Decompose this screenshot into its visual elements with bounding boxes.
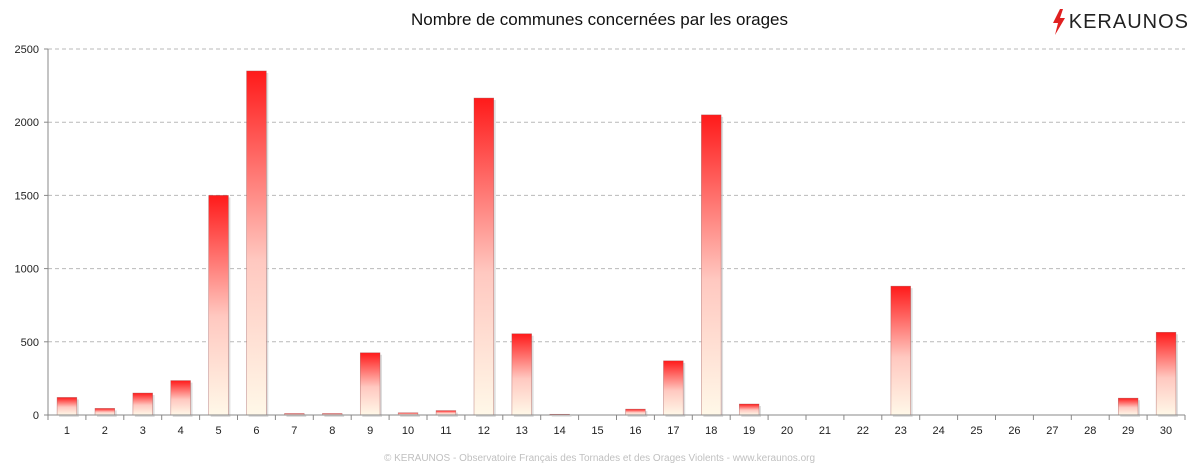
bar-day-19 — [738, 403, 760, 416]
x-tick-label: 10 — [402, 425, 414, 437]
y-tick-label: 2500 — [15, 44, 39, 56]
x-tick-label: 13 — [516, 425, 528, 437]
x-tick-label: 26 — [1008, 425, 1020, 437]
y-tick-label: 1000 — [15, 264, 39, 276]
x-tick-label: 6 — [253, 425, 259, 437]
bar-day-9 — [359, 352, 381, 416]
x-tick-label: 7 — [291, 425, 297, 437]
y-tick-label: 2000 — [15, 117, 39, 129]
x-tick-label: 20 — [781, 425, 793, 437]
x-tick-label: 24 — [933, 425, 945, 437]
x-tick-label: 22 — [857, 425, 869, 437]
bar-day-11 — [435, 410, 457, 416]
chart-title: Nombre de communes concernées par les or… — [410, 10, 789, 29]
bar-day-4 — [170, 380, 191, 416]
bar-shadow — [324, 415, 345, 417]
x-tick-label: 27 — [1046, 425, 1058, 437]
x-tick-label: 5 — [215, 425, 221, 437]
x-tick-label: 16 — [629, 425, 641, 437]
bar-shadow — [286, 415, 307, 417]
lightning-bolt-icon — [1052, 9, 1065, 35]
bar-day-30 — [1155, 331, 1177, 416]
bars — [56, 70, 1178, 418]
bar-day-12 — [473, 97, 495, 416]
x-tick-label: 28 — [1084, 425, 1096, 437]
x-tick-label: 11 — [440, 425, 451, 437]
bar-day-18 — [701, 114, 722, 416]
footer-credit: © KERAUNOS - Observatoire Français des T… — [383, 453, 816, 464]
x-tick-label: 17 — [667, 425, 679, 437]
x-tick-label: 19 — [743, 425, 755, 437]
bar-day-5 — [208, 195, 229, 416]
x-tick-label: 30 — [1160, 425, 1172, 437]
x-tick-label: 9 — [367, 425, 373, 437]
logo-text: KERAUNOS — [1068, 10, 1189, 33]
bar-day-3 — [132, 392, 153, 416]
bar-day-1 — [56, 397, 78, 416]
x-tick-label: 14 — [554, 425, 566, 437]
x-tick-label: 23 — [895, 425, 907, 437]
y-tick-label: 0 — [33, 410, 39, 422]
bar-day-23 — [890, 285, 911, 416]
bar-day-29 — [1117, 397, 1139, 416]
y-tick-label: 500 — [21, 337, 39, 349]
x-tick-label: 29 — [1122, 425, 1134, 437]
x-tick-label: 2 — [102, 425, 108, 437]
grid-lines — [48, 48, 1185, 343]
x-tick-label: 12 — [478, 425, 490, 437]
bar-shadow — [551, 416, 572, 417]
bar-day-2 — [94, 408, 116, 416]
bar-shadow — [400, 414, 420, 417]
x-tick-label: 21 — [819, 425, 831, 437]
x-tick-label: 1 — [64, 425, 70, 437]
x-tick-label: 4 — [178, 425, 184, 437]
x-tick-label: 15 — [591, 425, 603, 437]
y-tick-label: 1500 — [15, 190, 39, 202]
x-tick-label: 25 — [970, 425, 982, 437]
x-tick-label: 3 — [140, 425, 146, 437]
x-tick-label: 8 — [329, 425, 335, 437]
bar-day-6 — [246, 70, 267, 416]
bar-day-17 — [663, 360, 684, 416]
bar-day-13 — [511, 333, 532, 416]
x-tick-label: 18 — [705, 425, 717, 437]
bar-day-16 — [625, 408, 646, 416]
keraunos-logo: KERAUNOS — [1052, 9, 1189, 35]
